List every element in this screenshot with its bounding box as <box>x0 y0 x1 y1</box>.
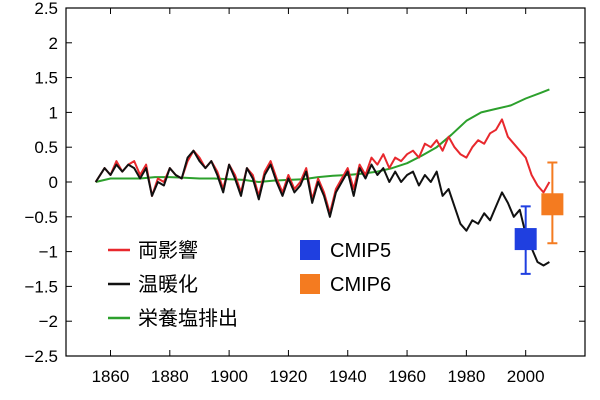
x-tick-label: 2000 <box>507 367 545 386</box>
cmip5-marker <box>514 228 537 251</box>
legend-swatch-cmip6 <box>300 274 320 294</box>
series-line-warming <box>94 149 550 267</box>
y-tick-label: −0.5 <box>24 208 58 227</box>
plot-frame <box>65 7 586 357</box>
legend-label-nutrient: 栄養塩排出 <box>138 306 238 330</box>
y-tick-label: 1.5 <box>34 69 58 88</box>
y-tick-label: −1.5 <box>24 277 58 296</box>
legend-label-cmip6: CMIP6 <box>330 274 391 296</box>
y-tick-label: 2 <box>49 34 58 53</box>
y-tick-label: 1 <box>49 103 58 122</box>
x-tick-label: 1940 <box>329 367 367 386</box>
tick-marks <box>66 7 585 357</box>
legend-label-cmip5: CMIP5 <box>330 240 391 262</box>
y-tick-label: 0 <box>49 173 58 192</box>
x-tick-label: 1920 <box>270 367 308 386</box>
y-tick-label: 2.5 <box>34 0 58 18</box>
y-tick-label: 0.5 <box>34 138 58 157</box>
cmip6-marker <box>541 193 564 216</box>
x-tick-label: 1880 <box>151 367 189 386</box>
x-axis-tick-labels: 1860 1880 1900 1920 1940 1960 1980 2000 <box>92 367 545 386</box>
y-axis-tick-labels: 2.5 2 1.5 1 0.5 0 −0.5 −1 −1.5 −2 −2.5 <box>24 0 58 366</box>
y-tick-label: −2 <box>39 312 58 331</box>
series-lines <box>94 88 551 267</box>
legend-markers: CMIP5 CMIP6 <box>300 240 391 296</box>
legend-label-both: 両影響 <box>138 238 198 262</box>
cmip-markers <box>514 161 564 275</box>
legend-label-warming: 温暖化 <box>138 272 198 296</box>
series-line-nutrient <box>95 88 550 183</box>
x-tick-label: 1980 <box>447 367 485 386</box>
x-tick-label: 1900 <box>210 367 248 386</box>
legend-swatch-cmip5 <box>300 240 320 260</box>
y-tick-label: −1 <box>39 243 58 262</box>
series-line-both <box>94 118 551 215</box>
x-tick-label: 1860 <box>92 367 130 386</box>
x-tick-label: 1960 <box>388 367 426 386</box>
legend-lines: 両影響 温暖化 栄養塩排出 <box>108 238 238 330</box>
y-tick-label: −2.5 <box>24 347 58 366</box>
